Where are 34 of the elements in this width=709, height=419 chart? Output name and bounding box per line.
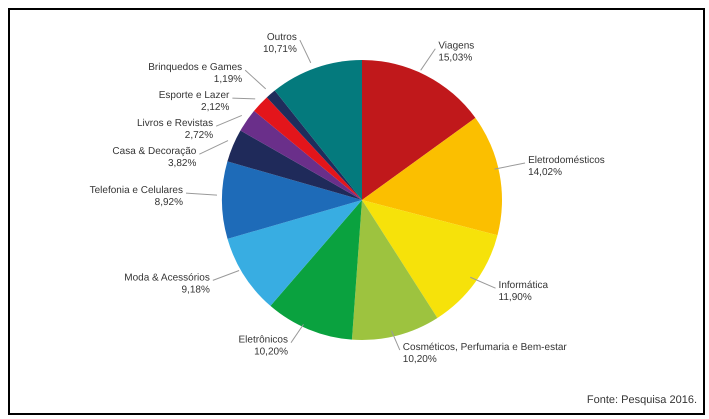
slice-label: Eletrônicos — [238, 334, 288, 346]
slice-label: Moda & Acessórios — [124, 272, 210, 284]
pie-slice — [274, 60, 362, 200]
pie-slice — [362, 118, 502, 236]
data-label: 14,02% — [528, 167, 562, 178]
data-label: 1,19% — [214, 74, 242, 86]
slice-label: Outros — [266, 32, 297, 44]
source-note: Fonte: Pesquisa 2016. — [586, 394, 697, 406]
data-label: 2,72% — [184, 130, 214, 142]
slice-label: Viagens — [438, 40, 474, 52]
data-label: 11,90% — [498, 292, 532, 304]
slice-label: Esporte e Lazer — [158, 90, 230, 102]
data-label: 15,03% — [438, 52, 472, 64]
pie-slice — [222, 161, 362, 239]
pie-slice — [352, 200, 438, 340]
pie-slice — [254, 97, 362, 200]
data-label: 10,20% — [254, 346, 288, 358]
slice-label: Livros e Revistas — [136, 118, 214, 130]
data-label: 2,12% — [201, 102, 230, 114]
pie-slice — [362, 60, 476, 200]
data-label: 10,71% — [262, 44, 297, 56]
slice-label: Brinquedos e Games — [148, 62, 242, 74]
slice-label: Eletrodomésticos — [528, 155, 605, 166]
data-label: 3,82% — [168, 158, 196, 170]
slice-label: Informática — [498, 280, 548, 292]
pie-slice — [240, 110, 362, 200]
data-label: 10,20% — [402, 354, 437, 366]
data-label: 9,18% — [181, 284, 210, 296]
pie-slice — [362, 200, 498, 318]
slice-label: Telefonia e Celulares — [90, 185, 183, 196]
slice-label: Cosméticos, Perfumaria e Bem-estar — [402, 342, 568, 354]
slice-label: Casa & Decoração — [112, 146, 197, 158]
pie-slice — [228, 200, 362, 306]
data-label: 8,92% — [154, 197, 184, 208]
